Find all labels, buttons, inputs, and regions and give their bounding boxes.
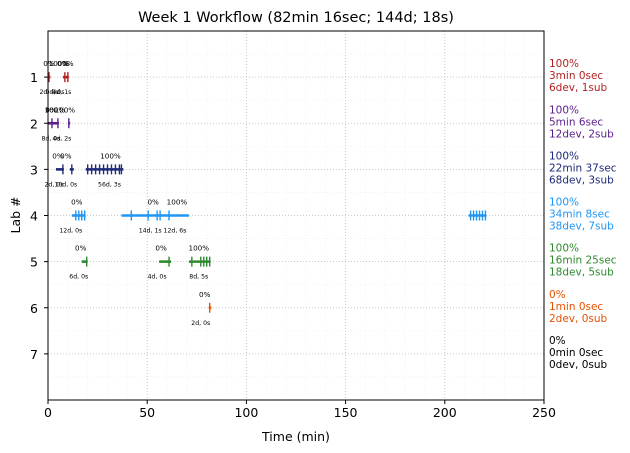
progress-annotation: 100%: [49, 59, 70, 68]
summary-line: 100%: [549, 150, 579, 162]
device-annotation: 56d, 3s: [98, 181, 121, 188]
y-tick-label: 2: [30, 116, 38, 131]
summary-line: 38dev, 7sub: [549, 221, 614, 233]
device-annotation: 8d, 5s: [189, 274, 208, 281]
progress-annotation: 0%: [57, 59, 69, 68]
x-tick-label: 100: [234, 405, 258, 420]
summary-line: 1min 0sec: [549, 301, 603, 313]
device-annotation: 2d, 0s: [40, 89, 59, 96]
device-annotation: 2d, 0s: [191, 320, 210, 327]
progress-annotation: 0%: [147, 198, 159, 207]
device-annotation: 8d, 0s: [41, 135, 60, 142]
summary-line: 0dev, 0sub: [549, 359, 608, 371]
summary-line: 100%: [549, 197, 579, 209]
progress-annotation: 0%: [52, 151, 64, 160]
summary-line: 100%: [549, 104, 579, 116]
summary-line: 68dev, 3sub: [549, 174, 614, 186]
summary-line: 12dev, 2sub: [549, 128, 614, 140]
x-axis: 0 50 100 150 200 250: [44, 400, 556, 420]
summary-line: 16min 25sec: [549, 255, 617, 267]
device-annotation: 12d, 6s: [164, 228, 187, 235]
y-tick-label: 5: [30, 255, 38, 270]
progress-annotation: 0%: [75, 244, 87, 253]
y-tick-label: 7: [30, 347, 38, 362]
summary-line: 2dev, 0sub: [549, 313, 608, 325]
progress-annotation: 0%: [62, 59, 74, 68]
x-tick-label: 50: [139, 405, 155, 420]
summary-line: 22min 37sec: [549, 162, 617, 174]
x-tick-label: 0: [44, 405, 52, 420]
summary-line: 0min 0sec: [549, 347, 603, 359]
y-tick-label: 1: [30, 70, 38, 85]
device-annotation: 0d, 0s: [45, 89, 64, 96]
device-annotation: 6d, 0s: [69, 274, 88, 281]
x-tick-label: 250: [532, 405, 556, 420]
summary-line: 18dev, 5sub: [549, 267, 614, 279]
progress-annotation: 0%: [45, 105, 57, 114]
y-tick-label: 3: [30, 162, 38, 177]
device-annotation: 4d, 0s: [148, 274, 167, 281]
progress-annotation: 100%: [55, 105, 76, 114]
device-annotation: 2d, 0s: [44, 181, 63, 188]
progress-annotation: 0%: [43, 59, 55, 68]
device-annotation: 4d, 1s: [52, 89, 71, 96]
device-annotation: 12d, 0s: [59, 228, 82, 235]
progress-annotation: 0%: [155, 244, 167, 253]
progress-annotation: 0%: [71, 198, 83, 207]
device-annotation: 14d, 1s: [139, 228, 162, 235]
device-annotation: 4d, 2s: [52, 135, 71, 142]
progress-annotation: 0%: [60, 151, 72, 160]
x-axis-label: Time (min): [261, 429, 330, 444]
summary-line: 0%: [549, 335, 566, 347]
summary-line: 34min 8sec: [549, 209, 610, 221]
device-annotation: 10d, 0s: [54, 181, 77, 188]
y-tick-label: 4: [30, 209, 38, 224]
y-axis-label: Lab #: [8, 196, 23, 233]
summary-line: 100%: [549, 58, 579, 70]
x-tick-label: 150: [334, 405, 358, 420]
progress-annotation: 100%: [100, 151, 121, 160]
y-axis: 1 2 3 4 5 6 7: [30, 70, 48, 362]
y-tick-label: 6: [30, 301, 38, 316]
summary-line: 3min 0sec: [549, 70, 603, 82]
x-tick-label: 200: [433, 405, 457, 420]
summary-line: 0%: [549, 289, 566, 301]
chart-title: Week 1 Workflow (82min 16sec; 144d; 18s): [138, 10, 454, 26]
summary-line: 6dev, 1sub: [549, 82, 608, 94]
progress-annotation: 0%: [199, 290, 211, 299]
progress-annotation: 100%: [189, 244, 210, 253]
progress-annotation: 100%: [45, 105, 66, 114]
progress-annotation: 100%: [167, 198, 188, 207]
summary-line: 5min 6sec: [549, 116, 603, 128]
summary-line: 100%: [549, 243, 579, 255]
